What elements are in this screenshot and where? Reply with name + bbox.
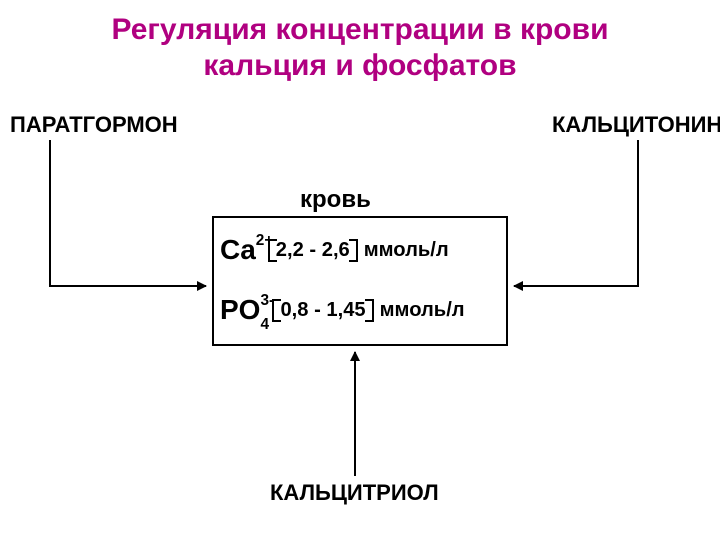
unit-ca: ммоль/л bbox=[364, 239, 449, 262]
hormone-calcitonin: КАЛЬЦИТОНИН bbox=[552, 112, 720, 138]
title-line2: кальция и фосфатов bbox=[0, 48, 720, 84]
sub-po4: 4 bbox=[260, 316, 269, 334]
species-ca: Ca 2+ bbox=[220, 234, 256, 266]
range-ca: 2,2 - 2,6 bbox=[270, 239, 356, 262]
symbol-ca: Ca bbox=[220, 234, 256, 265]
unit-po4: ммоль/л bbox=[380, 299, 465, 322]
title-line1: Регуляция концентрации в крови bbox=[0, 12, 720, 48]
symbol-po4: PO bbox=[220, 294, 260, 325]
hormone-calcitriol: КАЛЬЦИТРИОЛ bbox=[270, 480, 439, 506]
row-calcium: Ca 2+ 2,2 - 2,6 ммоль/л bbox=[214, 234, 506, 266]
hormone-parathormone: ПАРАТГОРМОН bbox=[10, 112, 178, 138]
row-phosphate: PO 3- 4 0,8 - 1,45 ммоль/л bbox=[214, 294, 506, 326]
concentration-box: Ca 2+ 2,2 - 2,6 ммоль/л PO 3- 4 0,8 - 1,… bbox=[212, 216, 508, 346]
arrow-from-calcitonin bbox=[514, 140, 638, 286]
arrow-from-parathormone bbox=[50, 140, 206, 286]
blood-label: кровь bbox=[300, 186, 371, 214]
species-po4: PO 3- 4 bbox=[220, 294, 260, 326]
page-title: Регуляция концентрации в крови кальция и… bbox=[0, 12, 720, 84]
range-po4: 0,8 - 1,45 bbox=[274, 299, 371, 322]
